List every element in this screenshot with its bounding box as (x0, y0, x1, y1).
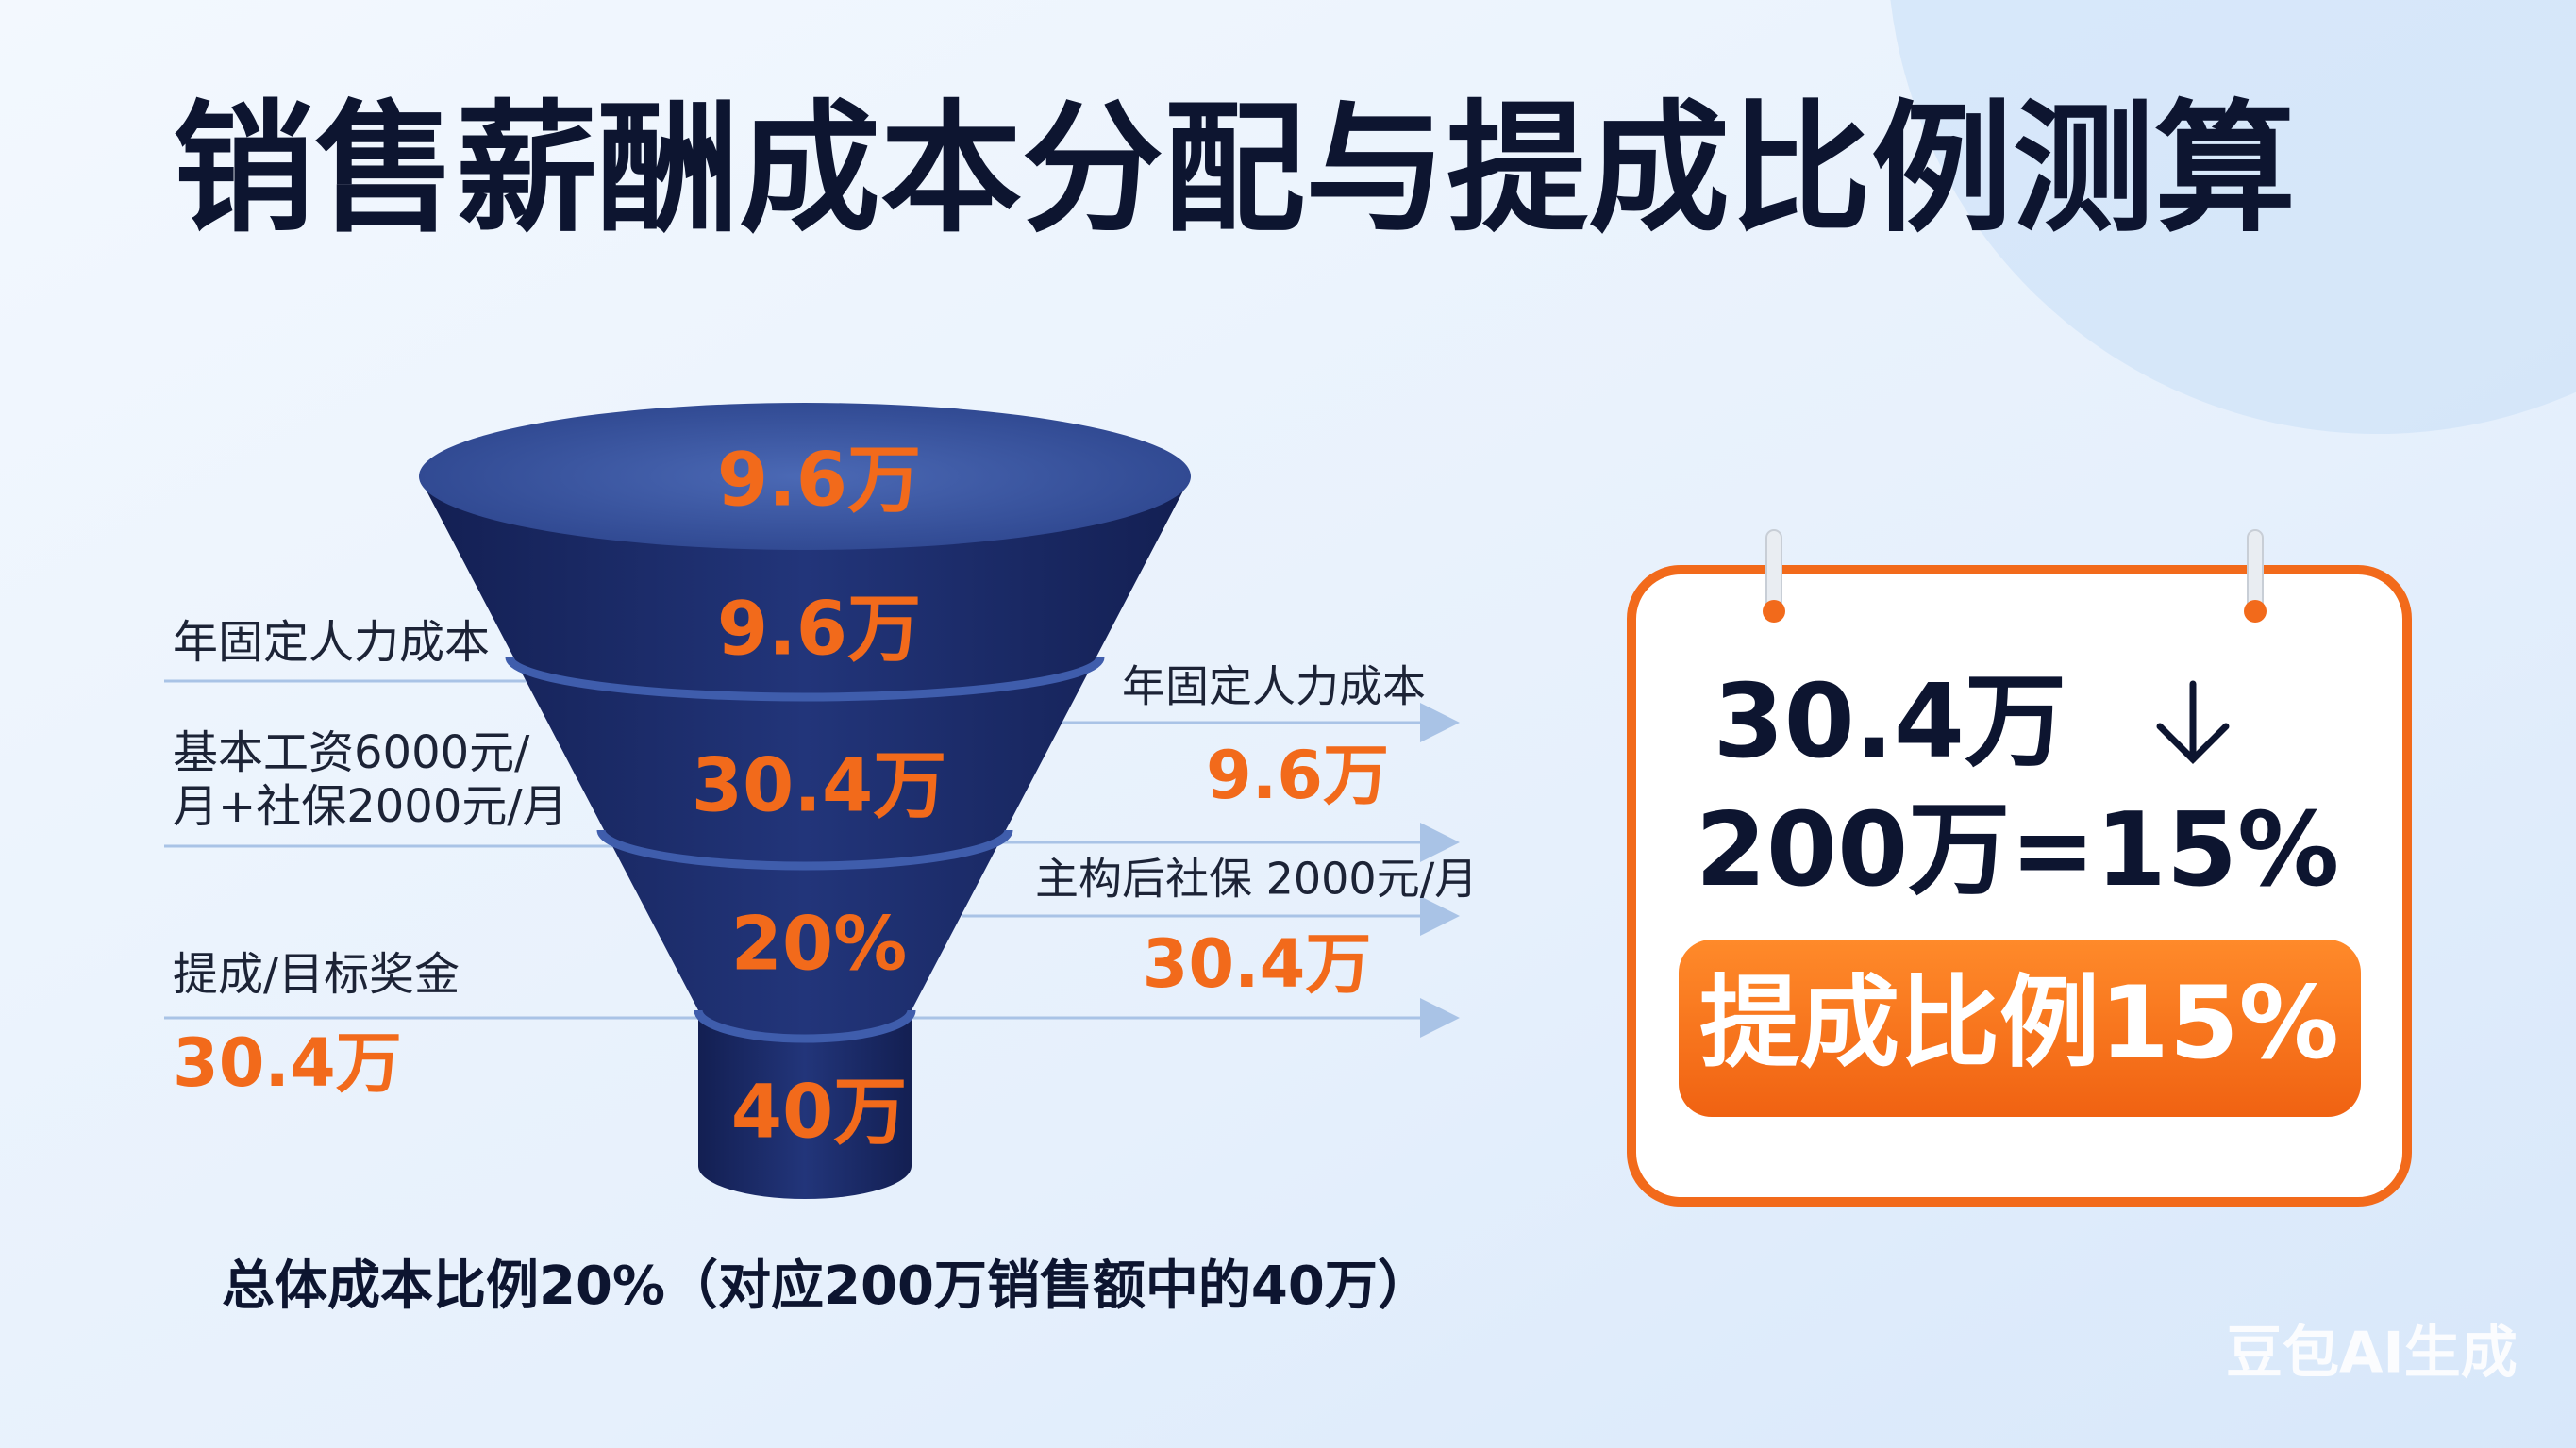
funnel-value: 40万 (731, 1070, 908, 1155)
right-label: 年固定人力成本 (1122, 661, 1426, 712)
calc-card: 30.4万 200万=15% 提成比例15% (1627, 529, 2412, 1207)
watermark: 豆包AI生成 (2226, 1321, 2517, 1387)
title: 销售薪酬成本分配与提成比例测算 (173, 88, 2296, 252)
funnel-labels: 9.6万 9.6万 30.4万 20% 40万 (692, 438, 946, 1155)
funnel-value: 9.6万 (717, 438, 921, 523)
card-line1: 30.4万 (1714, 663, 2066, 781)
funnel-value: 30.4万 (692, 743, 946, 828)
card-ring-hole (2244, 600, 2267, 623)
left-value: 30.4万 (173, 1024, 402, 1102)
funnel-base (698, 1010, 912, 1199)
card-ring-hole (1763, 600, 1785, 623)
funnel-ring (596, 829, 1013, 871)
right-value: 30.4万 (1143, 925, 1372, 1003)
footnote: 总体成本比例20%（对应200万销售额中的40万） (222, 1256, 1430, 1317)
funnel-top (419, 403, 1191, 550)
badge-text: 提成比例15% (1699, 965, 2339, 1081)
funnel-value: 9.6万 (717, 587, 921, 672)
left-label: 提成/目标奖金 (173, 948, 460, 1001)
left-label: 年固定人力成本 (173, 616, 490, 669)
funnel-cone (419, 476, 1191, 1039)
funnel-ring (694, 1009, 916, 1043)
funnel (419, 403, 1191, 1199)
right-value: 9.6万 (1206, 737, 1389, 814)
decor-circle (1890, 0, 2576, 434)
card-line2: 200万=15% (1696, 791, 2339, 909)
left-label: 月+社保2000元/月 (173, 780, 568, 833)
down-arrow-icon (2156, 680, 2230, 764)
left-label: 基本工资6000元/ (173, 726, 530, 779)
badge (1679, 940, 2361, 1117)
funnel-ring (505, 657, 1105, 702)
funnel-value: 20% (731, 902, 908, 987)
right-label: 主构后社保 2000元/月 (1035, 854, 1478, 905)
